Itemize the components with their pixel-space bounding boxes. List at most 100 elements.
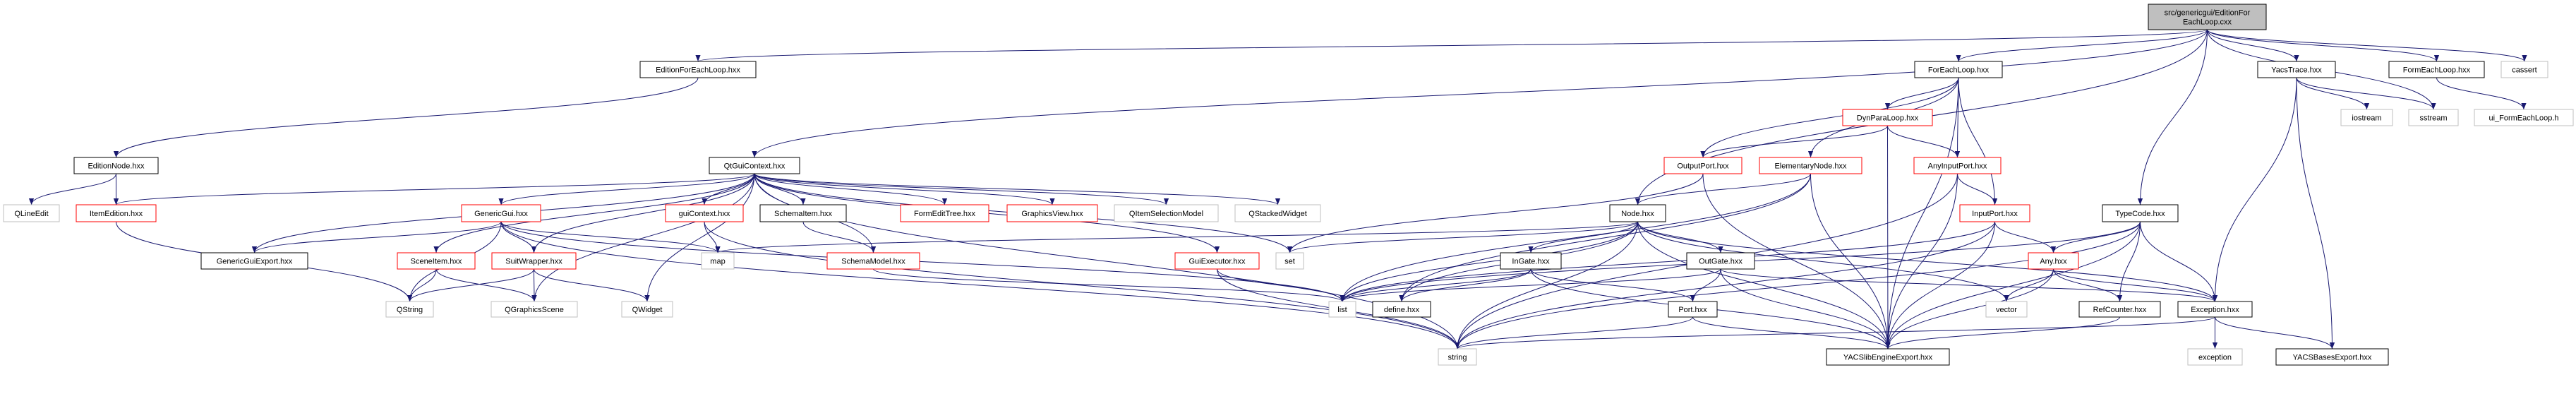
edge-EditionForEachLoop-to-EditionNode	[114, 77, 699, 158]
edge-Any-to-YACSlibEngineExport	[1885, 268, 2054, 350]
node-QtGuiContext[interactable]: QtGuiContext.hxx	[709, 157, 800, 174]
node-define[interactable]: define.hxx	[1372, 301, 1431, 318]
edge-InputPort-to-list	[1340, 221, 1995, 302]
node-label: YACSBasesExport.hxx	[2293, 354, 2372, 362]
node-exception[interactable]: exception	[2187, 348, 2243, 366]
node-box	[1438, 348, 1477, 366]
node-label: guiContext.hxx	[679, 210, 730, 218]
node-box	[73, 157, 159, 174]
edge-QtGuiContext-to-ItemEdition	[114, 173, 755, 205]
node-box	[461, 204, 541, 222]
node-GenericGuiExport[interactable]: GenericGuiExport.hxx	[200, 252, 308, 270]
edge-root-to-cassert	[2207, 29, 2527, 62]
node-InGate[interactable]: InGate.hxx	[1500, 252, 1562, 270]
node-map[interactable]: map	[701, 252, 735, 270]
node-ForEachLoop[interactable]: ForEachLoop.hxx	[1914, 61, 2003, 78]
node-sstream[interactable]: sstream	[2408, 109, 2459, 126]
node-QStackedWidget[interactable]: QStackedWidget	[1234, 204, 1321, 222]
node-label: AnyInputPort.hxx	[1928, 162, 1987, 171]
node-YACSlibEngineExport[interactable]: YACSlibEngineExport.hxx	[1826, 348, 1950, 366]
node-guiContext[interactable]: guiContext.hxx	[665, 204, 744, 222]
node-GraphicsView[interactable]: GraphicsView.hxx	[1006, 204, 1098, 222]
node-box	[2388, 61, 2485, 78]
node-list[interactable]: list	[1328, 301, 1356, 318]
node-RefCounter[interactable]: RefCounter.hxx	[2078, 301, 2161, 318]
node-label: YacsTrace.hxx	[2271, 66, 2322, 75]
node-Exception[interactable]: Exception.hxx	[2177, 301, 2253, 318]
edge-ForEachLoop-to-OutputPort	[1700, 77, 1959, 158]
node-TypeCode[interactable]: TypeCode.hxx	[2102, 204, 2179, 222]
node-label: ItemEdition.hxx	[90, 210, 143, 218]
node-box	[1668, 301, 1718, 318]
node-label: GenericGuiExport.hxx	[217, 258, 293, 266]
edge-AnyInputPort-to-InputPort	[1957, 173, 1998, 205]
node-YacsTrace[interactable]: YacsTrace.hxx	[2257, 61, 2336, 78]
node-cassert[interactable]: cassert	[2500, 61, 2548, 78]
edge-GenericGui-to-GenericGuiExport	[252, 221, 502, 253]
node-label: iostream	[2352, 114, 2381, 123]
node-box	[621, 301, 673, 318]
node-Port[interactable]: Port.hxx	[1668, 301, 1718, 318]
edge-Exception-to-YACSBasesExport	[2215, 316, 2335, 350]
node-box	[2408, 109, 2459, 126]
edge-ElementaryNode-to-Node	[1635, 173, 1811, 205]
node-SceneItem[interactable]: SceneItem.hxx	[397, 252, 476, 270]
node-label: ElementaryNode.hxx	[1774, 162, 1847, 171]
node-AnyInputPort[interactable]: AnyInputPort.hxx	[1913, 157, 2002, 174]
node-vector[interactable]: vector	[1985, 301, 2028, 318]
edge-DynParaLoop-to-YACSlibEngineExport	[1885, 125, 1891, 350]
node-box	[1500, 252, 1562, 270]
node-EditionForEachLoop[interactable]: EditionForEachLoop.hxx	[639, 61, 757, 78]
node-InputPort[interactable]: InputPort.hxx	[1959, 204, 2030, 222]
node-GenericGui[interactable]: GenericGui.hxx	[461, 204, 541, 222]
node-QString[interactable]: QString	[385, 301, 434, 318]
node-FormEachLoop[interactable]: FormEachLoop.hxx	[2388, 61, 2485, 78]
node-SchemaModel[interactable]: SchemaModel.hxx	[826, 252, 920, 270]
node-ItemEdition[interactable]: ItemEdition.hxx	[76, 204, 157, 222]
node-label: OutGate.hxx	[1699, 258, 1743, 266]
node-FormEditTree[interactable]: FormEditTree.hxx	[900, 204, 989, 222]
edge-Node-to-vector	[1637, 221, 2009, 302]
node-SuitWrapper[interactable]: SuitWrapper.hxx	[491, 252, 577, 270]
node-label: exception	[2198, 354, 2232, 362]
edge-ForEachLoop-to-InputPort	[1958, 77, 1998, 205]
node-label: QLineEdit	[14, 210, 48, 218]
node-box	[2187, 348, 2243, 366]
node-box	[1959, 204, 2030, 222]
node-OutGate[interactable]: OutGate.hxx	[1686, 252, 1755, 270]
node-Any[interactable]: Any.hxx	[2028, 252, 2079, 270]
node-label: DynParaLoop.hxx	[1857, 114, 1919, 123]
node-string[interactable]: string	[1438, 348, 1477, 366]
node-box	[1842, 109, 1933, 126]
node-label: QGraphicsScene	[505, 306, 564, 314]
node-label: GraphicsView.hxx	[1021, 210, 1083, 218]
node-SchemaItem[interactable]: SchemaItem.hxx	[759, 204, 847, 222]
edge-GenericGui-to-SuitWrapper	[500, 221, 537, 253]
node-EditionNode[interactable]: EditionNode.hxx	[73, 157, 159, 174]
node-QLineEdit[interactable]: QLineEdit	[3, 204, 60, 222]
node-ui_FormEachLoop[interactable]: ui_FormEachLoop.h	[2474, 109, 2574, 126]
node-set[interactable]: set	[1275, 252, 1304, 270]
node-label: SchemaModel.hxx	[841, 258, 905, 266]
edge-QtGuiContext-to-QWidget	[644, 173, 755, 302]
node-QWidget[interactable]: QWidget	[621, 301, 673, 318]
node-YACSBasesExport[interactable]: YACSBasesExport.hxx	[2275, 348, 2389, 366]
node-OutputPort[interactable]: OutputPort.hxx	[1663, 157, 1743, 174]
node-box	[2148, 4, 2267, 30]
node-GuiExecutor[interactable]: GuiExecutor.hxx	[1174, 252, 1260, 270]
node-label: SuitWrapper.hxx	[505, 258, 562, 266]
edge-InputPort-to-string	[1455, 221, 1995, 350]
node-label: YACSlibEngineExport.hxx	[1843, 354, 1933, 362]
node-root[interactable]: src/genericgui/EditionForEachLoop.cxx	[2148, 4, 2267, 30]
node-ElementaryNode[interactable]: ElementaryNode.hxx	[1759, 157, 1862, 174]
edge-EditionNode-to-QLineEdit	[28, 173, 116, 205]
node-DynParaLoop[interactable]: DynParaLoop.hxx	[1842, 109, 1933, 126]
node-QGraphicsScene[interactable]: QGraphicsScene	[490, 301, 578, 318]
node-box	[1609, 204, 1666, 222]
node-Node[interactable]: Node.hxx	[1609, 204, 1666, 222]
node-iostream[interactable]: iostream	[2340, 109, 2393, 126]
node-label: ForEachLoop.hxx	[1928, 66, 1990, 75]
edge-TypeCode-to-Any	[2050, 221, 2141, 253]
node-QItemSelectionModel[interactable]: QItemSelectionModel	[1114, 204, 1219, 222]
